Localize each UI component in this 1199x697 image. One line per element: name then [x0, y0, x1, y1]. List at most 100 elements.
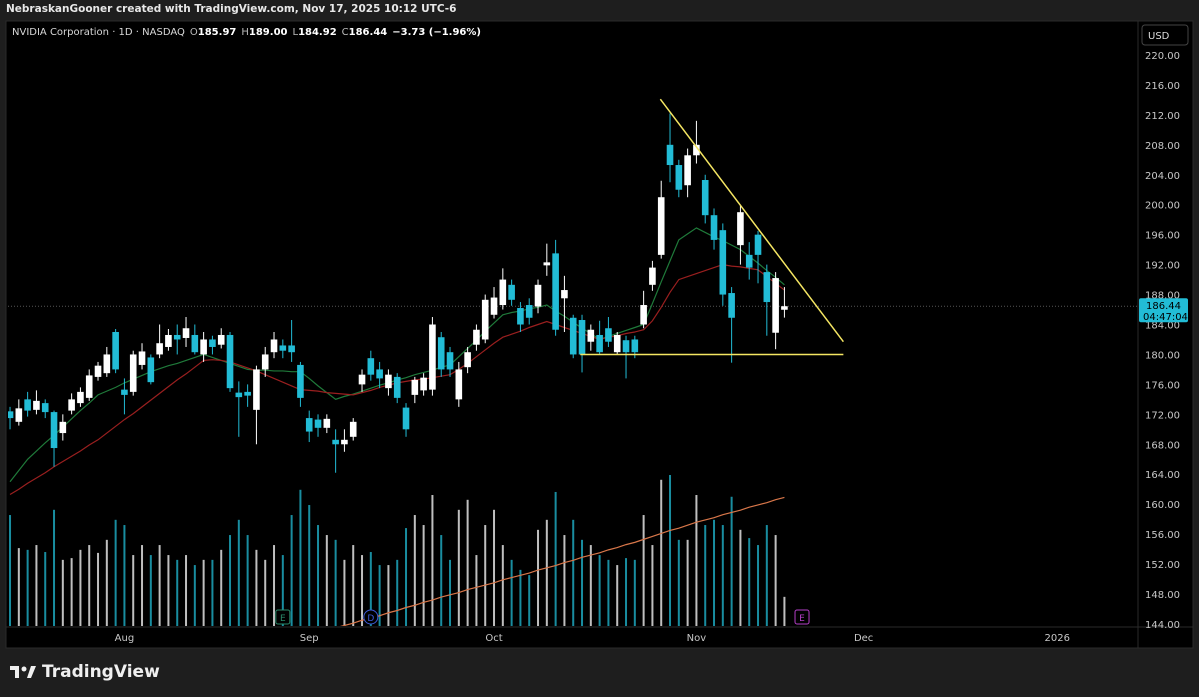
volume-bar: [9, 515, 12, 626]
volume-bar: [563, 535, 566, 626]
volume-bar: [484, 525, 487, 626]
candle-body: [270, 339, 278, 353]
trendline: [659, 98, 844, 343]
candle-body: [675, 165, 683, 190]
currency-box[interactable]: [1141, 24, 1189, 46]
volume-bar: [519, 569, 522, 626]
volume-bar: [167, 555, 170, 626]
y-tick-label: 188.00: [1145, 291, 1180, 302]
candle-body: [297, 364, 304, 398]
volume-bar: [246, 535, 249, 626]
y-tick-label: 216.00: [1145, 81, 1180, 92]
y-tick-label: 144.00: [1145, 620, 1180, 631]
volume-bar: [545, 519, 548, 626]
candle-body: [728, 293, 735, 318]
legend: NVIDIA Corporation · 1D · NASDAQ O185.97 H…: [12, 27, 481, 38]
candle-body: [446, 352, 454, 370]
candle-body: [226, 334, 234, 389]
volume-bar: [669, 475, 672, 626]
candle-body: [754, 234, 762, 255]
moving-average: [339, 496, 785, 626]
candle-body: [165, 334, 172, 347]
candle-body: [411, 379, 419, 395]
y-tick-label: 212.00: [1145, 111, 1180, 122]
logo-icon: [10, 666, 36, 678]
candle-body: [261, 354, 269, 370]
volume-bar: [70, 558, 73, 626]
event-label: D: [367, 614, 374, 624]
y-tick-label: 148.00: [1145, 590, 1180, 601]
volume-bar: [449, 559, 452, 626]
volume-bar: [273, 545, 276, 626]
volume-bar: [193, 565, 196, 626]
y-tick-label: 208.00: [1145, 141, 1180, 152]
volume-bar: [105, 539, 108, 626]
candle-body: [253, 369, 260, 410]
candle-body: [649, 267, 656, 285]
volume-bar: [589, 545, 592, 626]
volume-bar: [202, 559, 205, 626]
candle-body: [358, 374, 366, 385]
header: NebraskanGooner created with TradingView…: [6, 3, 457, 15]
legend-key: L: [292, 27, 299, 38]
volume-bar: [334, 539, 337, 626]
candle-body: [481, 299, 489, 340]
candle-body: [288, 345, 295, 353]
candle-body: [323, 418, 331, 428]
volume-bar: [633, 559, 636, 626]
y-tick-label: 168.00: [1145, 440, 1180, 451]
candle-body: [508, 284, 515, 300]
volume-bar: [774, 535, 777, 626]
candle-body: [393, 376, 401, 398]
candle-body: [684, 155, 691, 186]
volume-bar: [493, 509, 496, 626]
volume-bar: [237, 519, 240, 626]
x-tick-label: Sep: [300, 633, 319, 644]
volume-bar: [757, 545, 760, 626]
volume-bar: [686, 539, 689, 626]
candle-body: [719, 230, 727, 295]
volume-bar: [264, 559, 267, 626]
candle-body: [455, 369, 463, 400]
candle-body: [622, 340, 630, 353]
candle-body: [68, 399, 75, 411]
candle-body: [613, 334, 621, 353]
volume-bar: [466, 499, 469, 626]
y-tick-label: 152.00: [1145, 560, 1180, 571]
legend-key: C: [341, 27, 349, 38]
volume-bar: [352, 545, 355, 626]
volume-bar: [642, 515, 645, 626]
candle-body: [587, 329, 595, 342]
volume-bar: [748, 538, 751, 626]
candle-body: [473, 329, 480, 345]
x-tick-label: Oct: [485, 633, 502, 644]
candle-body: [8, 411, 14, 419]
candle-body: [182, 328, 190, 338]
volume-bar: [660, 479, 663, 626]
candle-body: [534, 284, 542, 307]
volume-bar: [413, 515, 416, 626]
volume-bar: [88, 545, 91, 626]
legend-value: 185.97: [197, 27, 237, 38]
candle-body: [763, 272, 771, 303]
volume-bar: [598, 555, 601, 626]
legend-key: O: [189, 27, 198, 38]
price-tag-countdown: 04:47:04: [1143, 312, 1188, 323]
candle-body: [85, 375, 93, 398]
candle-body: [437, 337, 445, 370]
candle-body: [490, 297, 498, 315]
y-tick-label: 176.00: [1145, 380, 1180, 391]
volume-bar: [704, 525, 707, 626]
event-marker: [363, 609, 379, 625]
legend-value: 184.92: [298, 27, 337, 38]
volume-bar: [651, 545, 654, 626]
candle-body: [50, 412, 58, 449]
volume-bar: [185, 555, 188, 626]
volume-bar: [35, 545, 38, 626]
volume-bar: [616, 565, 619, 626]
candle-body: [376, 369, 383, 379]
volume-bar: [405, 528, 408, 626]
volume-bar: [123, 525, 126, 626]
volume-bar: [114, 519, 117, 626]
